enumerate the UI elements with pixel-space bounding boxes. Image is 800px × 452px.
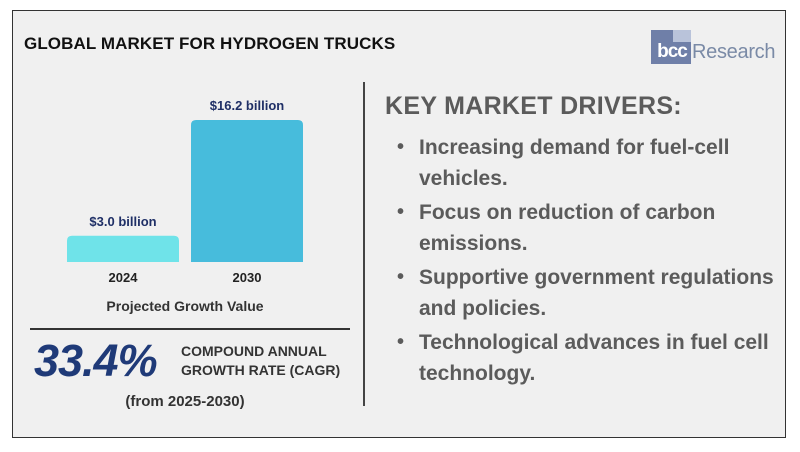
- chart-caption: Projected Growth Value: [106, 298, 264, 314]
- bar-chart-svg: [67, 120, 303, 262]
- driver-text: Supportive government regulations and po…: [419, 266, 774, 320]
- bar-value-label: $3.0 billion: [89, 213, 157, 229]
- bar-2024: [67, 235, 179, 262]
- bar-value-label: $16.2 billion: [209, 98, 285, 113]
- drivers-list: • Increasing demand for fuel-cell vehicle…: [395, 132, 775, 392]
- cagr-label-line2: GROWTH RATE (CAGR): [181, 362, 341, 378]
- bullet-icon: •: [397, 331, 405, 353]
- driver-item: • Focus on reduction of carbon emissions.: [395, 197, 775, 259]
- bar-2030: [191, 120, 303, 262]
- bullet-icon: •: [397, 136, 405, 158]
- drivers-title: KEY MARKET DRIVERS:: [385, 92, 682, 120]
- cagr-period: (from 2025-2030): [125, 393, 245, 410]
- infographic-frame: [12, 10, 786, 438]
- section-rule: [30, 328, 350, 330]
- cagr-value: 33.4%: [34, 335, 158, 386]
- logo-mark-accent: [673, 30, 691, 42]
- bullet-icon: •: [397, 266, 405, 288]
- driver-item: • Increasing demand for fuel-cell vehicle…: [395, 132, 775, 194]
- driver-item: • Technological advances in fuel cell tec…: [395, 327, 775, 389]
- driver-item: • Supportive government regulations and p…: [395, 262, 775, 324]
- driver-text: Increasing demand for fuel-cell vehicles…: [419, 136, 730, 190]
- driver-text: Technological advances in fuel cell tech…: [419, 331, 769, 385]
- growth-bar-chart: $3.0 billion 2024 $16.2 billion 2030: [40, 90, 340, 320]
- cagr-label-line1: COMPOUND ANNUAL: [181, 343, 327, 359]
- bullet-icon: •: [397, 201, 405, 223]
- driver-text: Focus on reduction of carbon emissions.: [419, 201, 716, 255]
- vertical-divider: [363, 82, 365, 406]
- bar-category-label: 2030: [232, 270, 262, 285]
- cagr-label: COMPOUND ANNUAL GROWTH RATE (CAGR): [181, 342, 361, 380]
- page-title: GLOBAL MARKET FOR HYDROGEN TRUCKS: [24, 34, 396, 53]
- logo-mark-text: bcc: [657, 41, 688, 62]
- bar-category-label: 2024: [108, 270, 138, 285]
- bcc-research-logo: bcc Research: [651, 30, 776, 66]
- logo-wordmark: Research: [692, 41, 776, 63]
